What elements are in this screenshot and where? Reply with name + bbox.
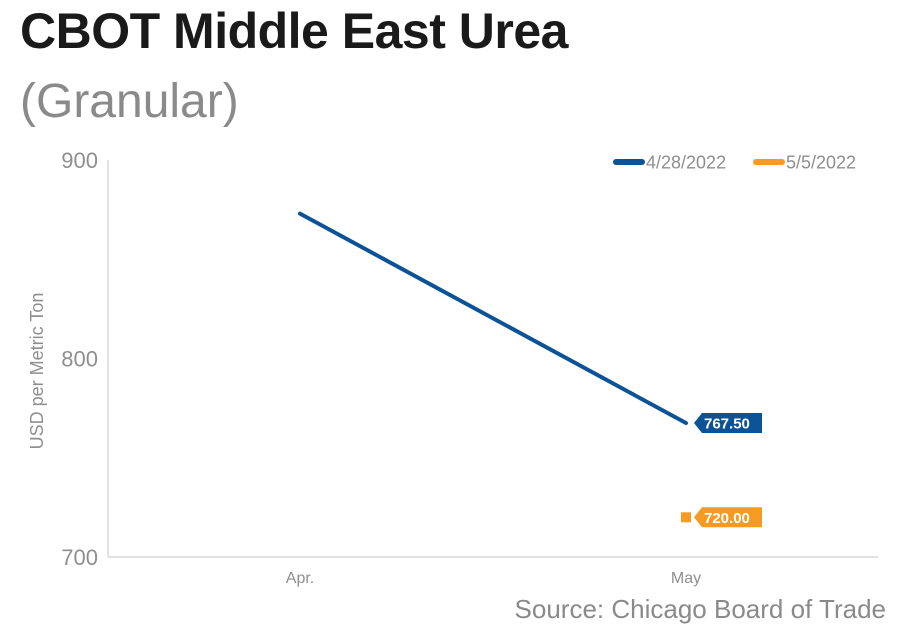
y-tick-label: 800	[61, 347, 98, 372]
source-note: Source: Chicago Board of Trade	[514, 594, 886, 624]
chart-title: CBOT Middle East Urea	[20, 3, 568, 59]
series-point	[681, 512, 691, 523]
value-label: 767.50	[704, 416, 750, 433]
legend-label: 5/5/2022	[786, 153, 856, 173]
legend-label: 4/28/2022	[646, 153, 726, 173]
value-label-tag	[694, 507, 762, 528]
value-label-tag	[694, 413, 762, 434]
series-layer: 767.50 720.00	[298, 211, 762, 528]
axes	[107, 160, 878, 558]
chart-subtitle: (Granular)	[20, 75, 239, 128]
y-axis-label: USD per Metric Ton	[27, 293, 47, 450]
y-ticks: 700 800 900	[61, 148, 98, 570]
x-tick-label: May	[671, 570, 701, 587]
y-tick-label: 700	[61, 545, 98, 570]
value-label: 720.00	[704, 510, 750, 527]
x-ticks: Apr. May	[286, 570, 701, 587]
x-tick-label: Apr.	[286, 570, 314, 587]
y-tick-label: 900	[61, 148, 98, 173]
series-line	[298, 211, 688, 426]
legend: 4/28/2022 5/5/2022	[613, 153, 856, 173]
